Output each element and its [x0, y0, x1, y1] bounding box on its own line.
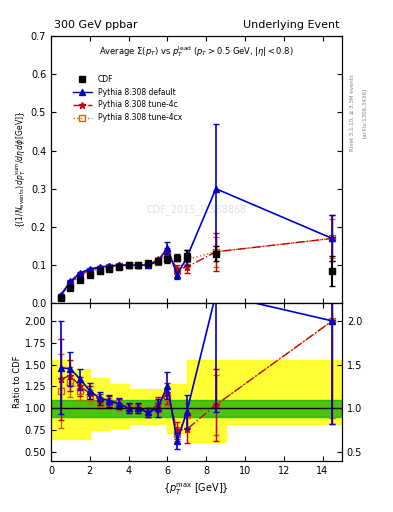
Text: Underlying Event: Underlying Event [242, 20, 339, 31]
Text: [arXiv:1306.3436]: [arXiv:1306.3436] [362, 88, 367, 138]
Text: Rivet 3.1.10, ≥ 3.3M events: Rivet 3.1.10, ≥ 3.3M events [350, 74, 355, 151]
Text: CDF_2015_I1388868: CDF_2015_I1388868 [146, 204, 247, 215]
Legend: CDF, Pythia 8.308 default, Pythia 8.308 tune-4c, Pythia 8.308 tune-4cx: CDF, Pythia 8.308 default, Pythia 8.308 … [70, 72, 185, 125]
Text: Average $\Sigma(p_T)$ vs $p_T^\mathrm{lead}$ ($p_T > 0.5$ GeV, $|\eta| < 0.8$): Average $\Sigma(p_T)$ vs $p_T^\mathrm{le… [99, 44, 294, 59]
Text: 300 GeV ppbar: 300 GeV ppbar [54, 20, 138, 31]
X-axis label: $\{p_T^\mathrm{max}$ [GeV]$\}$: $\{p_T^\mathrm{max}$ [GeV]$\}$ [163, 481, 230, 497]
Y-axis label: Ratio to CDF: Ratio to CDF [13, 356, 22, 409]
Y-axis label: $\{(1/N_\mathrm{events})\,dp_T^\mathrm{sum}/d\eta\,d\phi\,[\mathrm{GeV}]\}$: $\{(1/N_\mathrm{events})\,dp_T^\mathrm{s… [15, 111, 28, 228]
